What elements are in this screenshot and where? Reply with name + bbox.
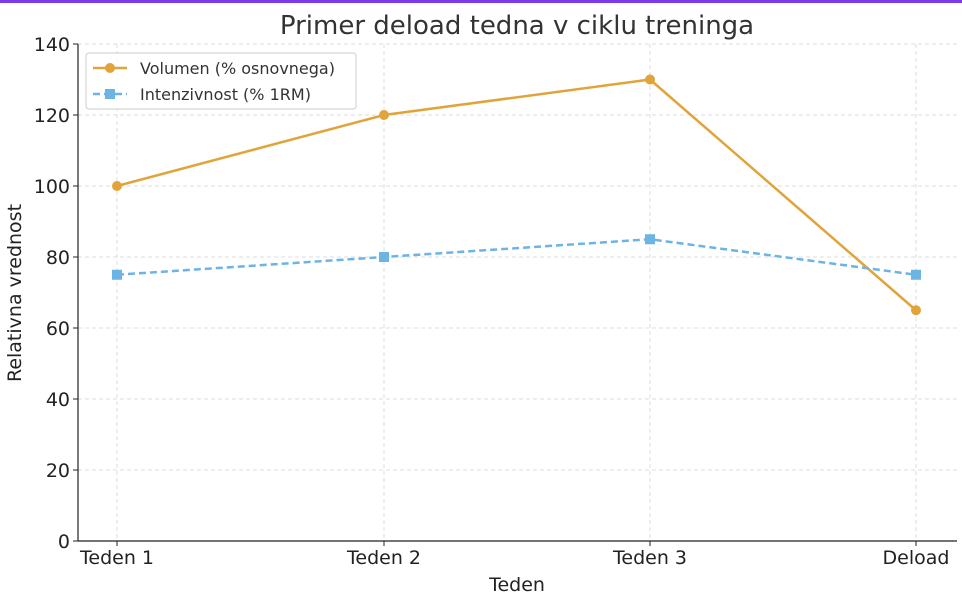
legend-marker (105, 63, 115, 73)
y-tick-label: 20 (46, 460, 70, 482)
data-point (112, 181, 122, 191)
y-tick-label: 100 (34, 176, 70, 198)
data-point (379, 110, 389, 120)
data-point (645, 234, 655, 245)
y-tick-label: 40 (46, 389, 70, 411)
data-point (379, 252, 389, 262)
data-point (911, 269, 921, 280)
data-point (911, 305, 921, 316)
y-tick-label: 0 (58, 531, 70, 553)
x-tick-label: Teden 3 (612, 547, 687, 569)
y-tick-label: 140 (34, 34, 70, 56)
y-axis-label: Relativna vrednost (4, 204, 26, 382)
data-point (112, 269, 122, 280)
chart-title: Primer deload tedna v ciklu treninga (280, 11, 754, 41)
x-tick-label: Teden 2 (346, 547, 421, 569)
legend-label: Volumen (% osnovnega) (140, 59, 335, 78)
x-tick-label: Teden 1 (79, 547, 154, 569)
legend-marker (105, 89, 115, 99)
top-accent-bar (0, 0, 962, 3)
series-line (116, 237, 917, 276)
x-axis-label: Teden (488, 574, 545, 596)
data-point (645, 74, 655, 85)
x-tick-label: Deload (883, 547, 950, 569)
y-tick-label: 60 (46, 318, 70, 340)
series-line (116, 78, 917, 312)
y-tick-label: 120 (34, 105, 70, 127)
legend-box (85, 52, 357, 110)
y-tick-label: 80 (46, 247, 70, 269)
legend-label: Intenzivnost (% 1RM) (140, 85, 311, 104)
